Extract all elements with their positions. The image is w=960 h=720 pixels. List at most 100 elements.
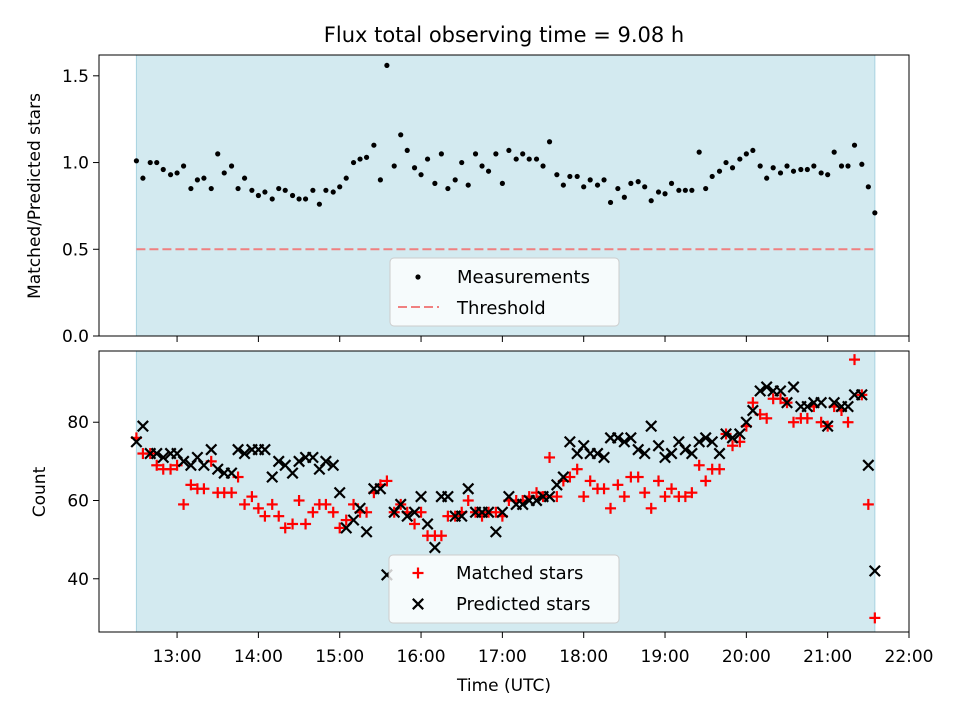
predicted-star-point xyxy=(441,490,454,503)
y-tick-label: 0.5 xyxy=(62,240,89,260)
x-tick-label: 21:00 xyxy=(803,647,852,667)
matched-star-point xyxy=(551,491,563,503)
matched-star-point xyxy=(178,498,190,510)
predicted-star-point xyxy=(415,490,428,503)
matched-star-point xyxy=(435,530,447,542)
predicted-star-point xyxy=(428,541,441,554)
measurement-point xyxy=(506,147,512,154)
predicted-star-point xyxy=(638,447,651,460)
measurement-point xyxy=(865,184,871,190)
measurement-point xyxy=(811,163,817,169)
matched-star-point xyxy=(185,479,197,491)
measurement-point xyxy=(411,165,418,171)
measurement-point xyxy=(493,151,499,157)
measurement-point xyxy=(133,158,140,164)
x-tick-label: 16:00 xyxy=(397,647,446,667)
legend-measurements-label: Measurements xyxy=(457,267,590,288)
measurement-point xyxy=(465,182,471,188)
measurement-point xyxy=(194,177,201,183)
matched-star-point xyxy=(165,463,177,475)
bottom-x-ticks: 13:00 14:00 15:00 16:00 17:00 18:00 19:00 20:00… xyxy=(153,632,934,667)
measurement-point xyxy=(567,173,573,180)
x-tick-label: 22:00 xyxy=(885,647,934,667)
measurement-point xyxy=(831,149,837,155)
matched-star-point xyxy=(700,475,712,487)
matched-star-point xyxy=(869,612,881,624)
predicted-star-point xyxy=(319,455,332,468)
predicted-star-point xyxy=(855,388,868,401)
predicted-star-point xyxy=(821,420,834,433)
matched-star-point xyxy=(151,459,163,471)
measurement-point xyxy=(798,166,804,173)
predicted-star-point xyxy=(699,431,712,444)
predicted-star-point xyxy=(862,459,875,472)
matched-star-point xyxy=(279,522,291,534)
matched-star-point xyxy=(320,498,332,510)
measurement-point xyxy=(655,189,662,195)
x-tick-label: 18:00 xyxy=(559,647,608,667)
predicted-star-point xyxy=(306,451,319,464)
measurement-point xyxy=(540,163,546,169)
predicted-star-point xyxy=(828,396,841,409)
matched-star-point xyxy=(490,506,502,518)
predicted-star-point xyxy=(421,518,434,530)
top-x-ticks xyxy=(176,336,910,342)
measurement-point xyxy=(642,184,648,190)
y-tick-label: 1.5 xyxy=(62,67,89,87)
measurement-point xyxy=(316,201,322,207)
predicted-star-point xyxy=(815,396,828,409)
measurement-point xyxy=(174,170,180,176)
measurement-point xyxy=(635,179,641,185)
matched-star-point xyxy=(273,510,285,522)
matched-star-point xyxy=(727,440,739,452)
predicted-star-point xyxy=(347,514,360,527)
matched-star-point xyxy=(714,463,726,475)
measurement-point xyxy=(594,182,601,188)
predicted-star-point xyxy=(733,427,746,440)
predicted-star-point xyxy=(774,384,787,397)
predicted-star-point xyxy=(394,498,407,511)
predicted-star-point xyxy=(327,459,340,472)
matched-star-point xyxy=(659,491,671,503)
measurement-point xyxy=(391,163,397,169)
x-tick-label: 19:00 xyxy=(641,647,690,667)
measurement-point xyxy=(310,187,316,193)
matched-star-point xyxy=(462,495,474,507)
bottom-y-axis-label: Count xyxy=(30,466,50,517)
measurement-point xyxy=(581,184,587,190)
measurement-point xyxy=(479,163,485,169)
matched-star-point xyxy=(666,483,678,495)
measurement-point xyxy=(276,185,282,192)
predicted-star-point xyxy=(726,431,739,444)
measurement-point xyxy=(676,187,682,193)
measurement-point xyxy=(350,159,357,166)
predicted-star-point xyxy=(205,443,218,456)
predicted-star-point xyxy=(293,455,306,468)
measurement-point xyxy=(723,159,729,166)
x-tick-label: 13:00 xyxy=(153,647,202,667)
matched-star-point xyxy=(686,487,698,499)
matched-star-point xyxy=(266,498,278,510)
measurement-point xyxy=(607,199,614,206)
measurement-point xyxy=(709,173,715,180)
predicted-star-point xyxy=(455,510,468,523)
predicted-star-point xyxy=(740,416,753,429)
measurement-point xyxy=(180,163,187,169)
x-tick-label: 20:00 xyxy=(722,647,771,667)
bottom-legend-box xyxy=(388,554,620,624)
top-y-ticks: 0.0 0.5 1.0 1.5 xyxy=(62,67,99,347)
measurement-point xyxy=(615,185,621,192)
measurement-point xyxy=(628,180,634,186)
matched-star-point xyxy=(571,463,583,475)
measurement-point xyxy=(459,159,465,166)
measurement-point xyxy=(154,159,160,166)
measurement-point xyxy=(621,194,627,200)
top-panel: 0.0 0.5 1.0 1.5 Matched/Predicted stars Mea… xyxy=(25,54,910,347)
predicted-star-point xyxy=(632,443,645,456)
measurement-point xyxy=(696,149,702,155)
matched-star-point xyxy=(327,506,339,518)
matched-star-point xyxy=(842,416,854,428)
measurement-point xyxy=(140,175,146,181)
predicted-star-point xyxy=(801,400,814,413)
